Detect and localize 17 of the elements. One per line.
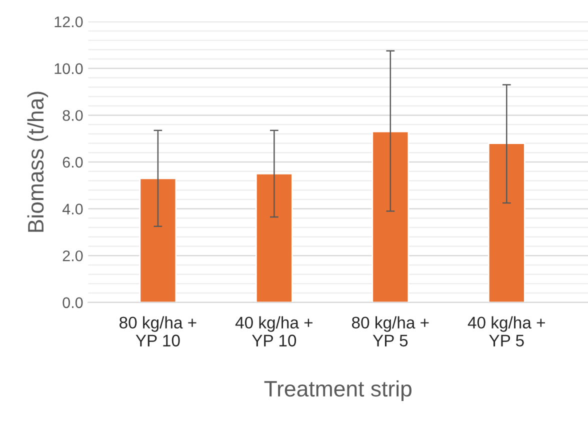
- y-axis-title: Biomass (t/ha): [27, 92, 48, 232]
- bar: [139, 178, 177, 302]
- x-tick-label: 80 kg/ha + YP 5: [352, 316, 429, 346]
- x-tick-label: 40 kg/ha + YP 10: [235, 316, 313, 346]
- x-tick-label: 80 kg/ha + YP 10: [120, 316, 196, 346]
- x-tick-label: 40 kg/ha + YP 5: [468, 316, 545, 346]
- y-tick-label: 12.0: [54, 16, 83, 28]
- y-tick-label: 0.0: [62, 297, 83, 308]
- bar: [255, 173, 293, 302]
- bar: [372, 130, 410, 302]
- bar: [488, 142, 526, 302]
- y-tick-label: 8.0: [62, 110, 83, 121]
- y-tick-label: 10.0: [54, 63, 83, 74]
- x-axis-title: Treatment strip: [264, 380, 412, 402]
- y-tick-label: 4.0: [62, 204, 83, 214]
- y-tick-label: 6.0: [62, 156, 83, 168]
- y-tick-label: 2.0: [62, 250, 83, 262]
